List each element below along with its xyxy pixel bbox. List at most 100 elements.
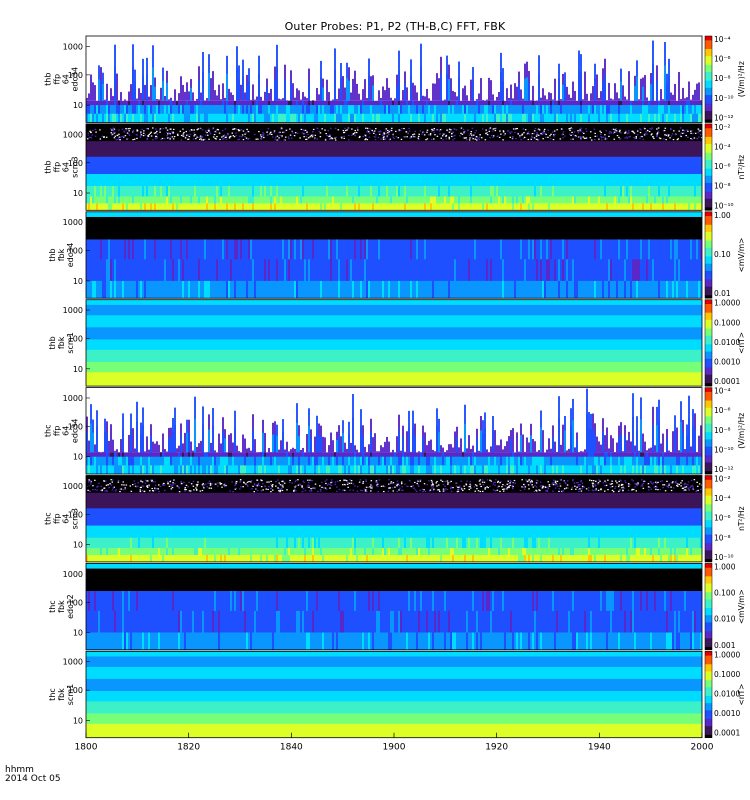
y-tick-label: 10 (73, 101, 83, 110)
colorbar-tick-label: 10⁻⁴ (714, 494, 731, 503)
panel-label-line: scm3 (71, 508, 80, 529)
colorbar-tick-label: 10⁻¹² (714, 113, 734, 122)
colorbar-tick-label: 10⁻⁶ (714, 162, 731, 171)
date-label: 2014 Oct 05 (5, 775, 61, 784)
y-tick-label: 1000 (63, 482, 83, 491)
panel-label-line: edc34 (71, 419, 80, 444)
y-tick-label: 1000 (63, 658, 83, 667)
panel-label-line: 64 (62, 426, 71, 436)
y-tick-label: 1000 (63, 218, 83, 227)
panel-label-line: fbk (57, 600, 66, 613)
x-tick-label: 1840 (280, 743, 303, 753)
colorbar: 1.000 0.100 0.010 0.001 <mV/m> (705, 562, 746, 650)
colorbar-tick-label: 10⁻¹⁰ (714, 553, 734, 562)
panel-label-line: thb (44, 160, 53, 173)
colorbar-tick-label: 10⁻¹² (714, 465, 734, 474)
y-tick-label: 10 (73, 277, 83, 286)
y-tick-label: 10 (73, 541, 83, 550)
y-tick-label: 10 (73, 365, 83, 374)
y-tick-label: 1000 (63, 306, 83, 315)
panel-label-line: edc34 (66, 243, 75, 268)
panel-label-line: edc12 (66, 594, 75, 619)
colorbar-tick-label: 0.0001 (714, 729, 740, 738)
colorbar-tick-label: 10⁻² (714, 475, 731, 484)
colorbar: 1.000.100.01<mV/m> (705, 211, 746, 299)
x-tick-label: 1900 (383, 743, 406, 753)
time-axis-caption: hhmm 2014 Oct 05 (5, 766, 61, 784)
panel-label-line: scm1 (66, 684, 75, 705)
panel-label-line: thb (48, 336, 57, 349)
colorbar-tick-label: 0.1000 (714, 318, 740, 327)
y-tick-label: 10 (73, 189, 83, 198)
colorbar-tick-label: 1.00 (714, 211, 731, 220)
colorbar-unit-label: <nT> (737, 684, 746, 706)
colorbar-tick-label: 1.0000 (714, 299, 740, 308)
y-tick-label: 1000 (63, 394, 83, 403)
panel-label-line: thb (44, 73, 53, 86)
panel-label-line: ffp (53, 162, 62, 173)
colorbar-tick-label: 10⁻⁶ (714, 406, 731, 415)
colorbar-tick-label: 10⁻⁸ (714, 182, 731, 191)
panel-label-line: thc (48, 600, 57, 613)
colorbar-tick-label: 10⁻⁴ (714, 35, 731, 44)
y-tick-label: 1000 (63, 570, 83, 579)
x-tick-label: 1800 (75, 743, 98, 753)
panel-label-line: thc (44, 512, 53, 525)
panel-label-line: fbk (57, 688, 66, 701)
colorbar: 10⁻² 10⁻⁴ 10⁻⁶ 10⁻⁸ 10⁻¹⁰ nT²/Hz (705, 123, 746, 211)
colorbar-tick-label: 10⁻¹⁰ (714, 201, 734, 210)
colorbar-tick-label: 10⁻⁸ (714, 533, 731, 542)
panel-label-line: scm1 (66, 332, 75, 353)
colorbar-tick-label: 1.0000 (714, 650, 740, 659)
colorbar-tick-label: 10⁻¹⁰ (714, 94, 734, 103)
panel-label-line: fbk (57, 336, 66, 349)
y-tick-label: 10 (73, 629, 83, 638)
colorbar-tick-label: 0.10 (714, 250, 731, 259)
colorbar-unit-label: <mV/m> (737, 589, 746, 624)
colorbar-tick-label: 0.0010 (714, 709, 740, 718)
colorbar-unit-label: nT²/Hz (737, 155, 746, 180)
panel-label-line: scm3 (71, 156, 80, 177)
y-tick-label: 10 (73, 716, 83, 725)
colorbar-tick-label: 10⁻¹⁰ (714, 445, 734, 454)
colorbar-tick-label: 10⁻⁸ (714, 426, 731, 435)
colorbar-tick-label: 1.000 (714, 562, 736, 571)
colorbar-tick-label: 10⁻² (714, 123, 731, 132)
colorbar-unit-label: <nT> (737, 332, 746, 354)
colorbar-unit-label: (V/m)²/Hz (737, 413, 746, 449)
colorbar-tick-label: 0.010 (714, 615, 736, 624)
colorbar-tick-label: 10⁻⁶ (714, 55, 731, 64)
panel-label-line: thb (48, 248, 57, 261)
y-tick-label: 1000 (63, 42, 83, 51)
panel-label-line: 64 (62, 162, 71, 172)
colorbar: 10⁻⁴ 10⁻⁶ 10⁻⁸ 10⁻¹⁰ 10⁻¹² (V/m)²/Hz (705, 35, 746, 123)
y-tick-label: 1000 (63, 130, 83, 139)
x-tick-label: 2000 (691, 743, 714, 753)
colorbar-tick-label: 0.001 (714, 641, 736, 650)
x-tick-label: 1940 (588, 743, 611, 753)
colorbar-tick-label: 10⁻⁴ (714, 143, 731, 152)
panel-label-line: ffp (53, 513, 62, 524)
colorbar-tick-label: 0.0010 (714, 358, 740, 367)
panel-label-line: fbk (57, 248, 66, 261)
colorbar-unit-label: (V/m)²/Hz (737, 61, 746, 97)
panel-label-line: ffp (53, 74, 62, 85)
colorbar-tick-label: 0.0001 (714, 377, 740, 386)
panel-label-line: thc (48, 688, 57, 701)
colorbar-tick-label: 0.100 (714, 589, 736, 598)
colorbar-unit-label: <mV/m> (737, 238, 746, 273)
colorbar-tick-label: 10⁻⁸ (714, 74, 731, 83)
panel-label-line: 64 (62, 514, 71, 524)
